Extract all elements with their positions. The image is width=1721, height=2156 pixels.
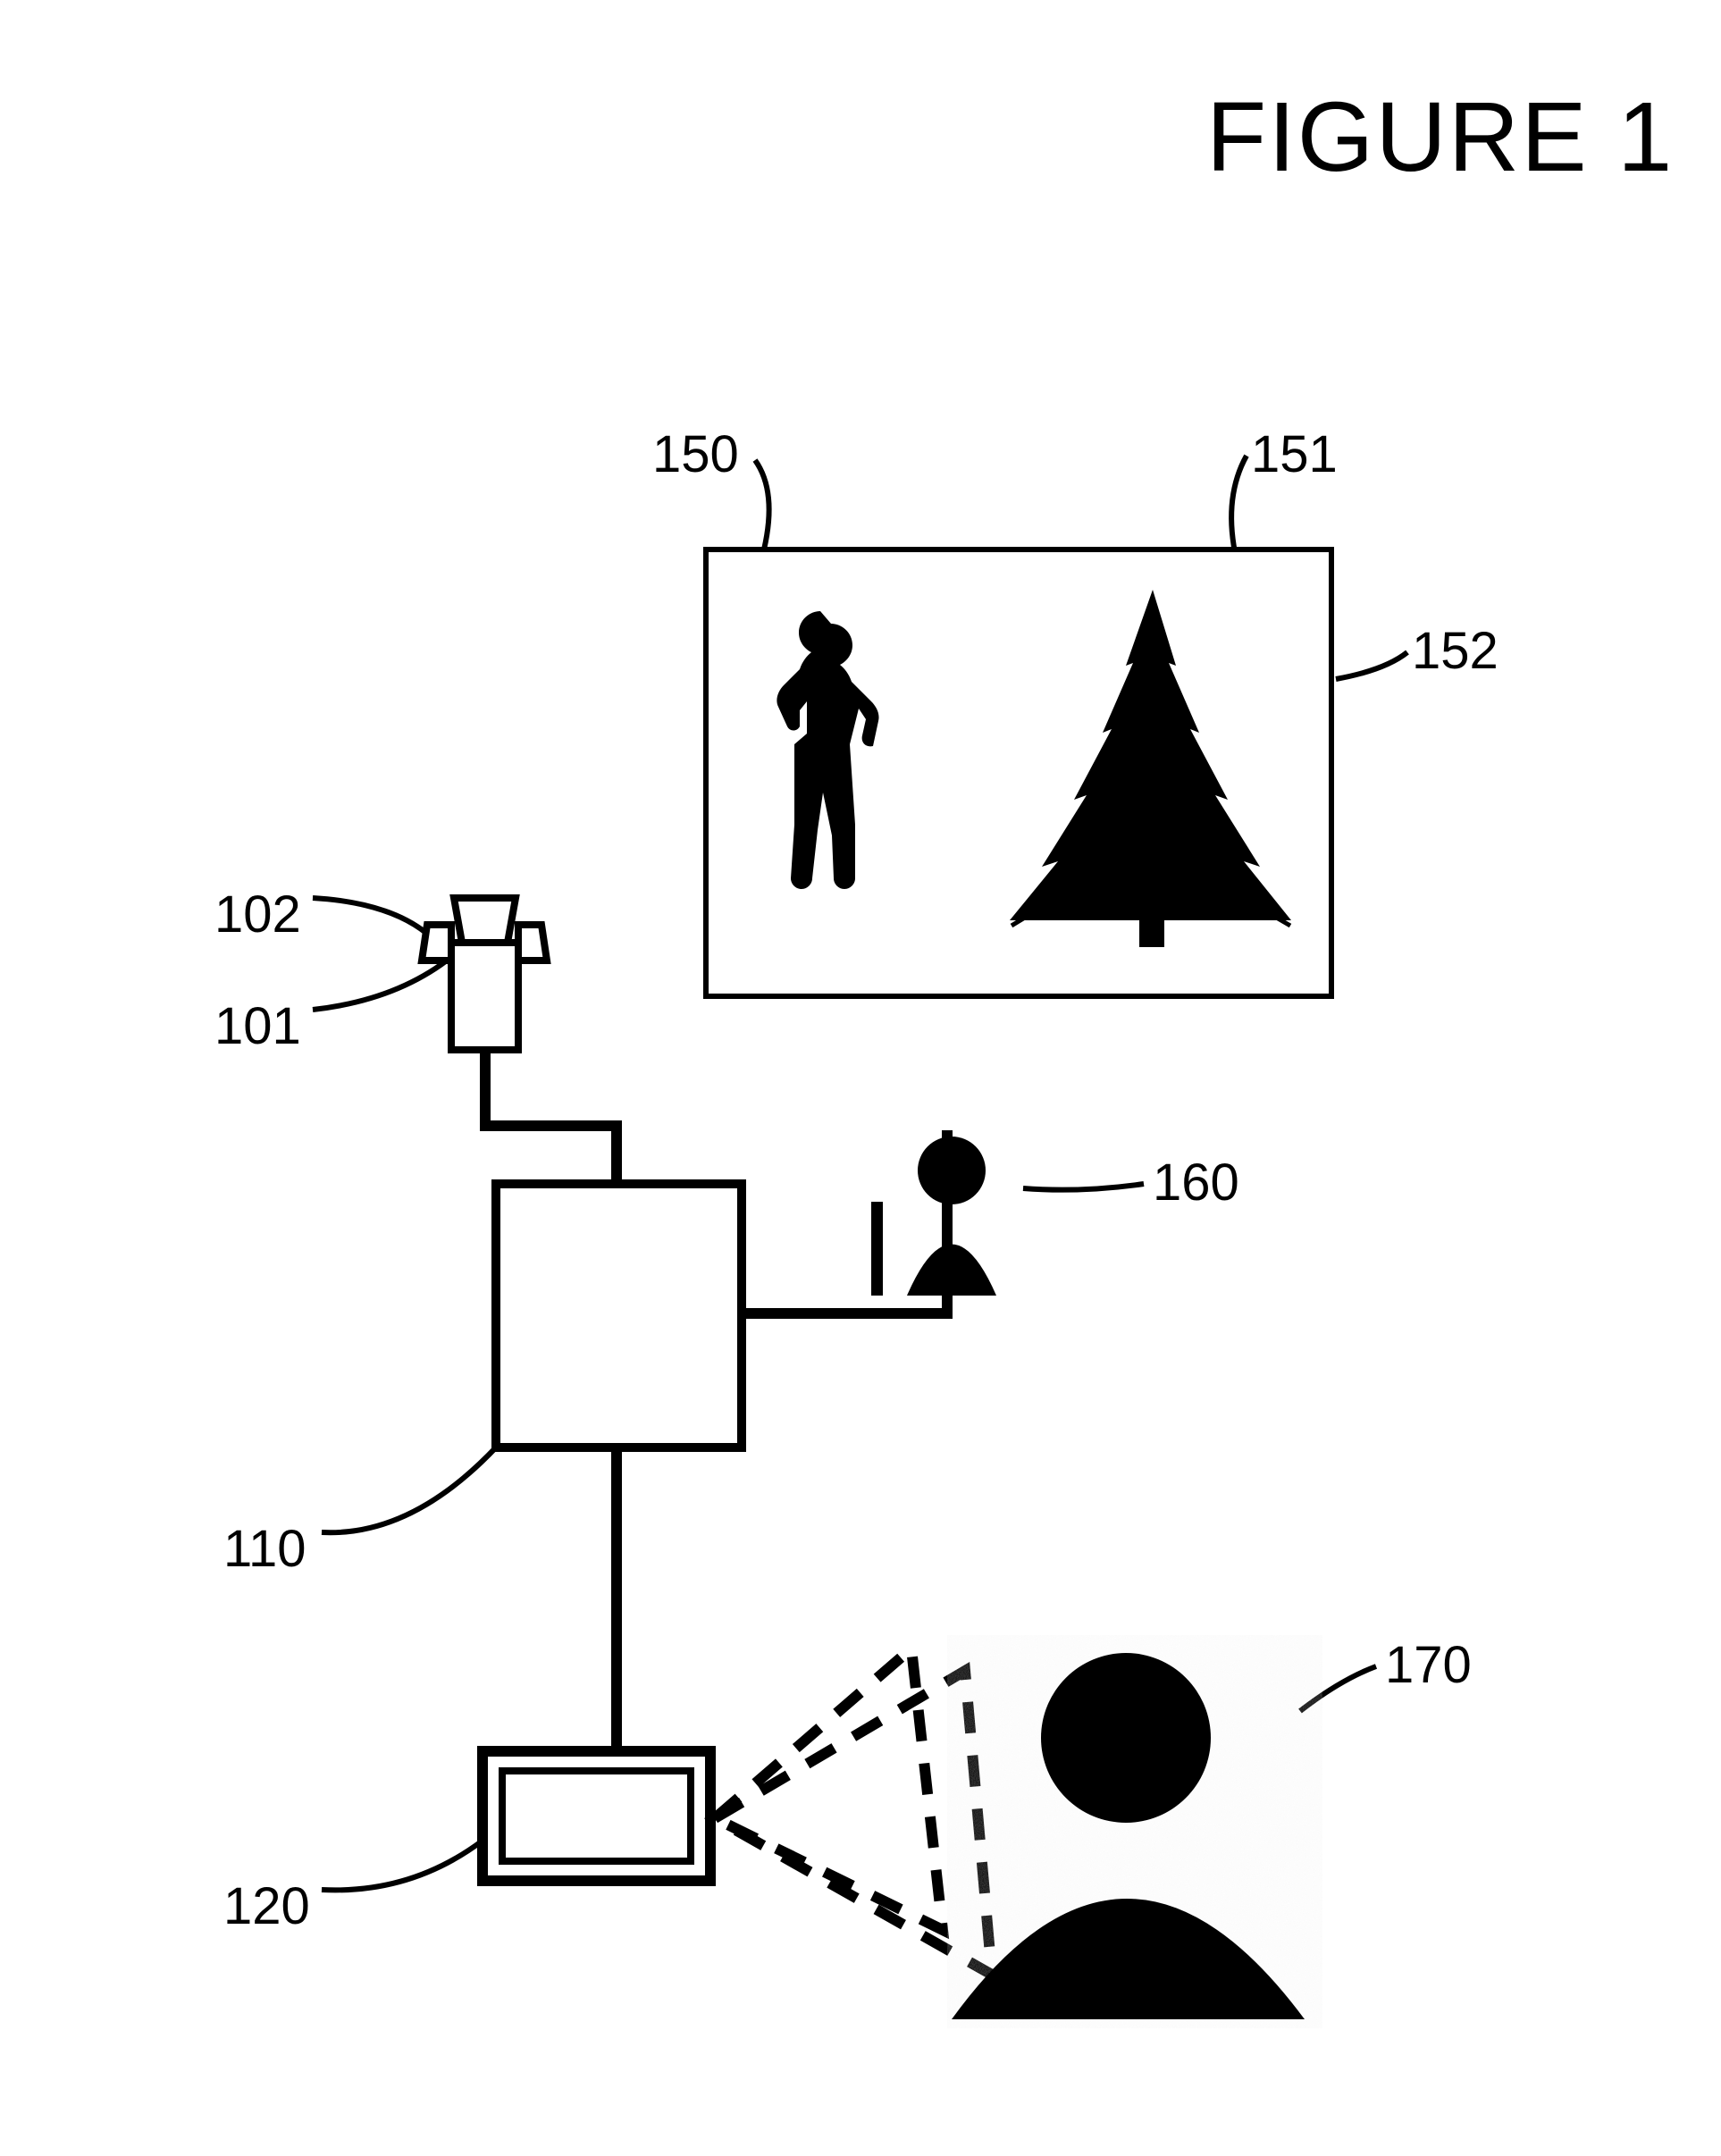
camera-icon — [422, 898, 547, 1050]
diagram-canvas — [0, 0, 1721, 2156]
bust-small — [871, 1137, 996, 1296]
display-box — [483, 1751, 710, 1881]
processor-box — [496, 1184, 742, 1447]
bust-large — [947, 1635, 1322, 2028]
